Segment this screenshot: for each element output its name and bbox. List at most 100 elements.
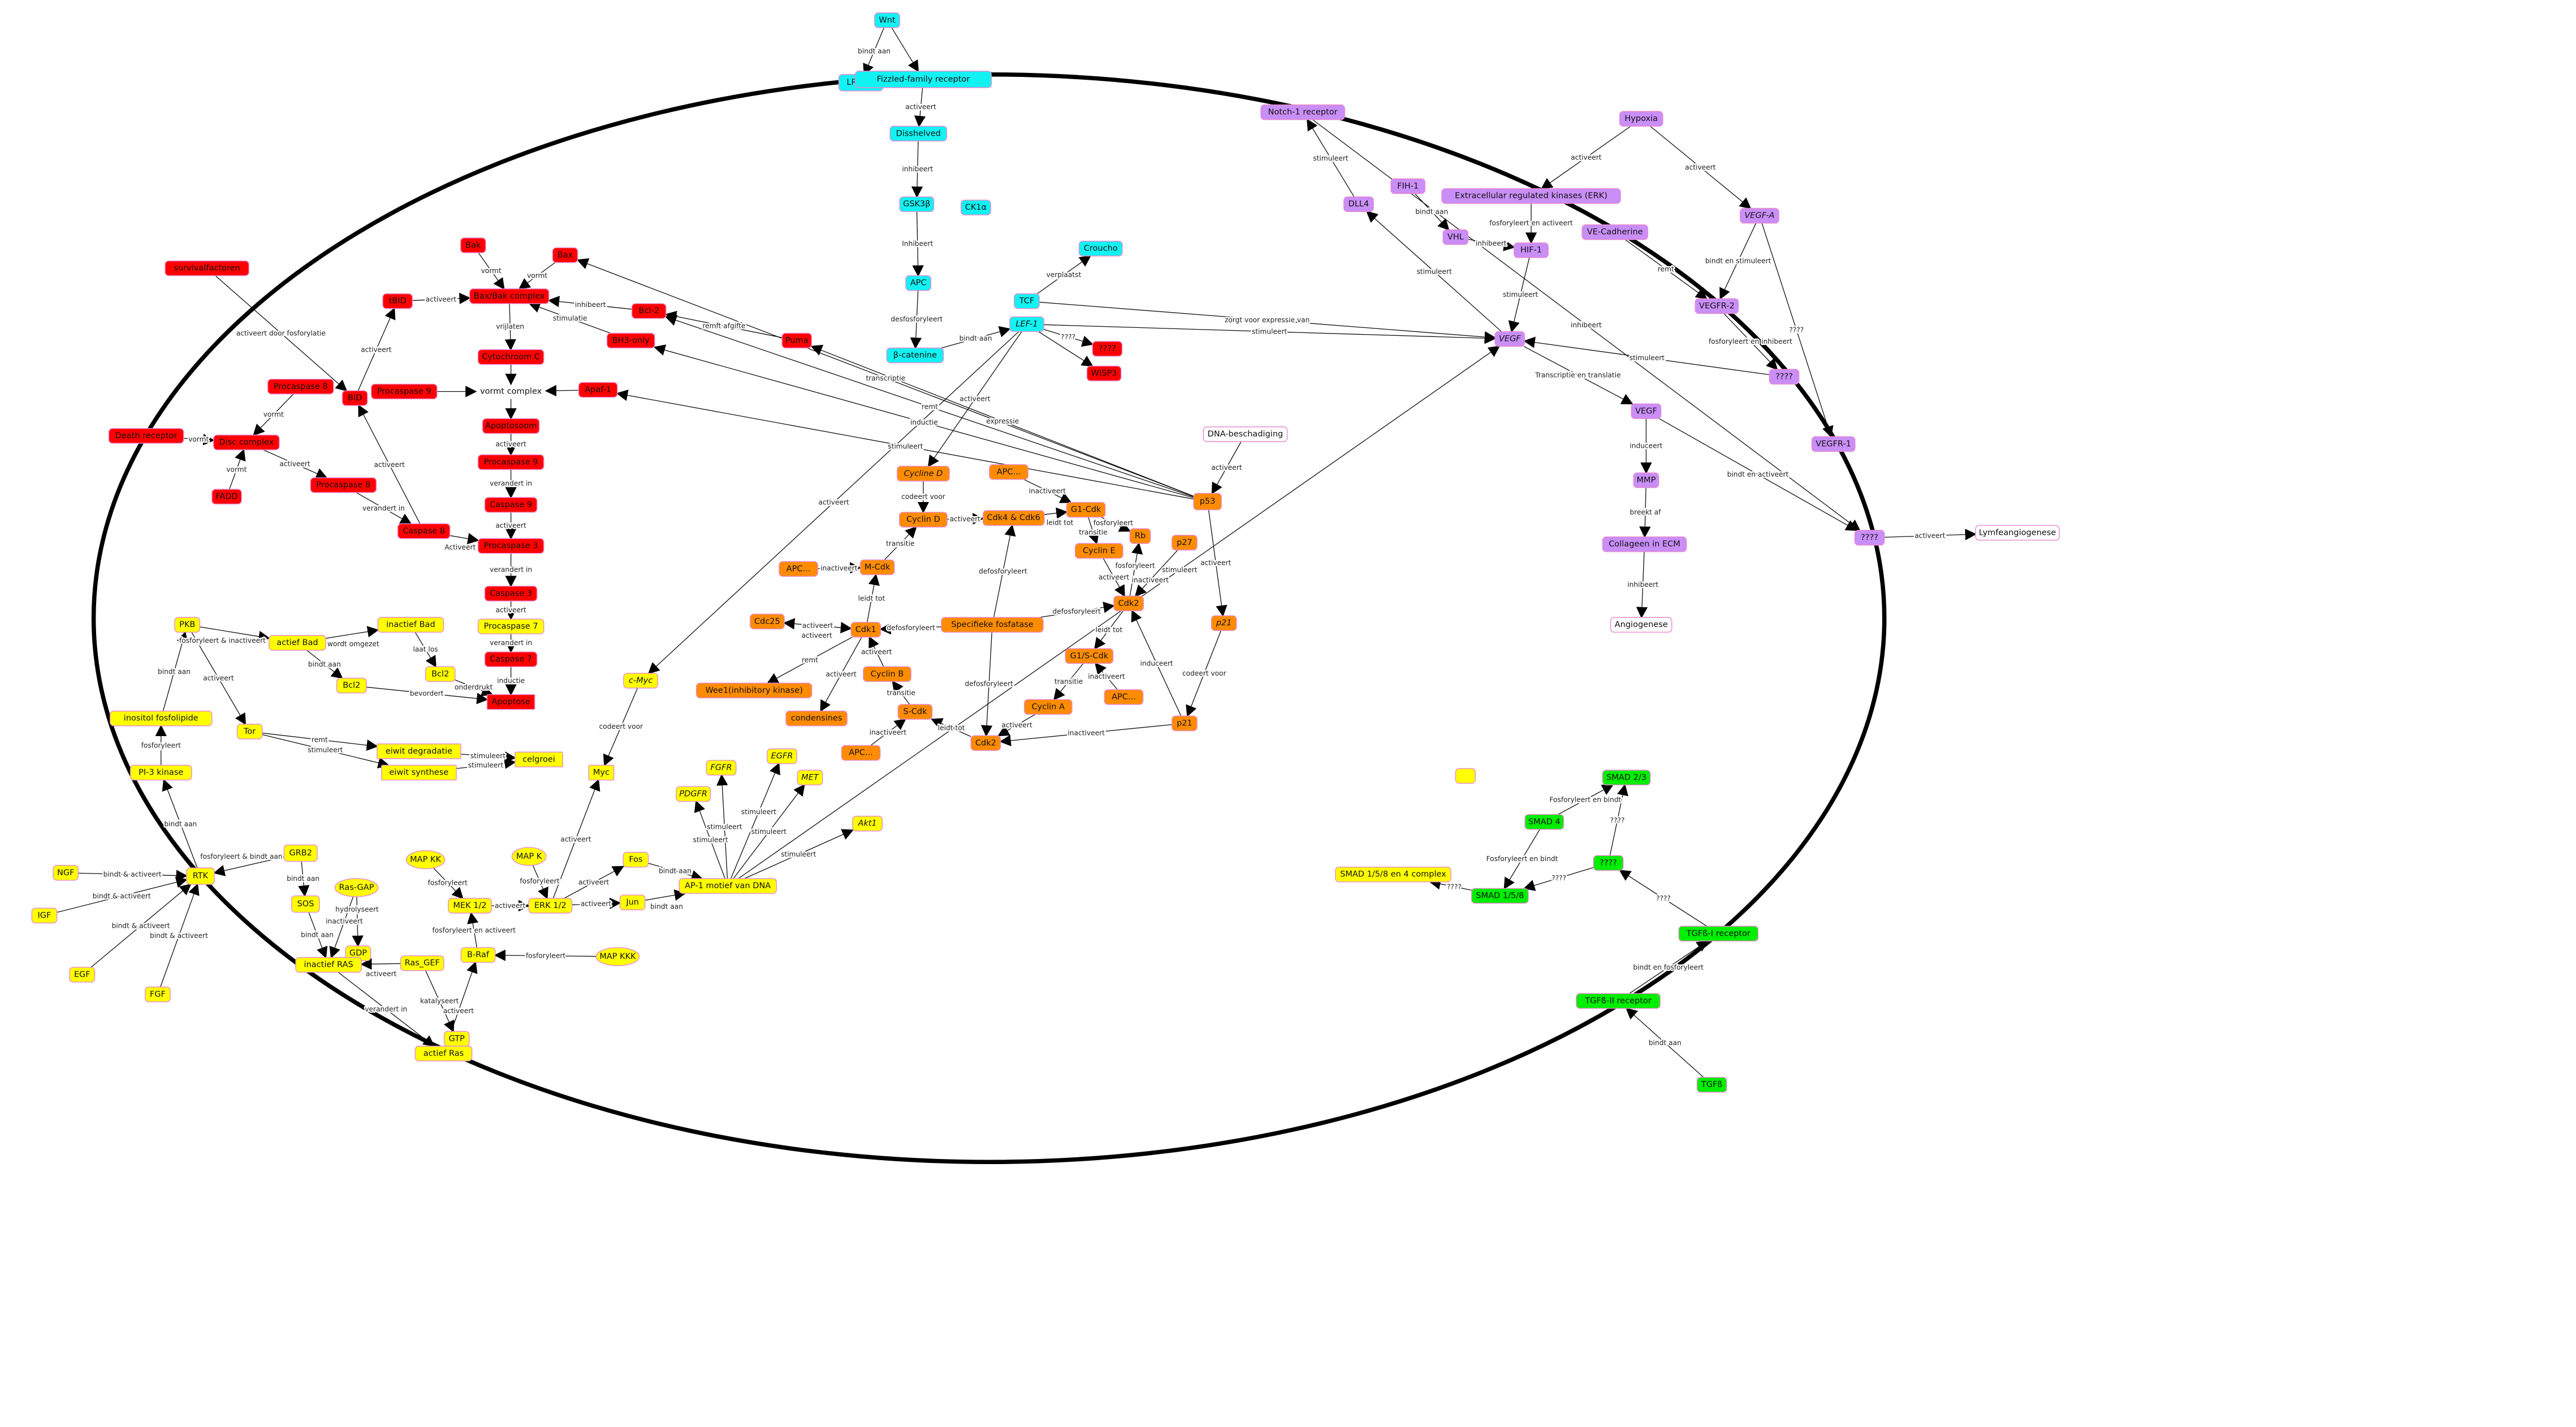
node-yempty[interactable] [1455, 768, 1476, 784]
node-angio[interactable]: Angiogenese [1610, 617, 1672, 633]
node-apopt[interactable]: Apoptosoom [482, 418, 540, 434]
node-mmp[interactable]: MMP [1633, 472, 1659, 488]
node-bcl2b[interactable]: Bcl2 [336, 677, 367, 694]
node-met[interactable]: MET [797, 769, 823, 786]
node-proc7[interactable]: Procaspase 7 [477, 619, 544, 634]
node-cdc25[interactable]: Cdc25 [750, 613, 785, 630]
node-p21[interactable]: p21 [1172, 715, 1198, 732]
node-smad4[interactable]: SMAD 4 [1524, 814, 1564, 830]
node-pi3[interactable]: PI-3 kinase [129, 764, 192, 781]
node-mapkkk[interactable]: MAP KKK [595, 947, 640, 966]
node-cdk2a[interactable]: Cdk2 [1113, 595, 1144, 612]
node-proc9b[interactable]: Procaspase 9 [477, 454, 544, 470]
node-fih[interactable]: FIH-1 [1390, 178, 1425, 194]
node-smad23[interactable]: SMAD 2/3 [1602, 769, 1651, 786]
node-wisp[interactable]: WISP3 [1086, 365, 1122, 382]
node-ap1[interactable]: AP-1 motief van DNA [678, 878, 777, 894]
node-cyclinD[interactable]: Cyclin D [899, 512, 948, 527]
node-mapkk[interactable]: MAP KK [405, 850, 446, 870]
node-apc2[interactable]: APC... [779, 561, 818, 577]
node-tgf2[interactable]: TGFß-II receptor [1576, 993, 1661, 1009]
node-cdk46[interactable]: Cdk4 & Cdk6 [982, 510, 1045, 526]
node-rasgef[interactable]: Ras_GEF [400, 955, 444, 971]
node-gsk[interactable]: GSK3β [899, 196, 935, 213]
node-casp8[interactable]: Caspase 8 [397, 523, 451, 539]
node-bcl2r[interactable]: Bcl-2 [631, 303, 667, 319]
node-cycA[interactable]: Cyclin A [1023, 699, 1073, 715]
node-apaf[interactable]: Apaf-1 [578, 382, 618, 398]
node-lymph[interactable]: Lymfeangiogenese [1975, 525, 2060, 541]
node-tcf[interactable]: TCF [1014, 293, 1040, 309]
node-dr[interactable]: Death receptor [108, 428, 184, 444]
node-fgf[interactable]: FGF [145, 987, 171, 1002]
node-erkp[interactable]: Extracellular regulated kinases (ERK) [1441, 188, 1621, 204]
node-fos[interactable]: Fos [623, 851, 649, 868]
node-qp1[interactable]: ???? [1769, 369, 1800, 385]
node-apc4[interactable]: APC... [841, 745, 881, 761]
node-dsh[interactable]: Disshelved [889, 126, 948, 142]
node-cycD[interactable]: Cycline D [897, 465, 950, 482]
node-tor[interactable]: Tor [236, 724, 263, 740]
node-casp9[interactable]: Caspase 9 [484, 497, 538, 513]
node-cond[interactable]: condensines [785, 710, 848, 727]
node-ino[interactable]: inositol fosfolipide [109, 710, 213, 727]
node-igf[interactable]: IGF [31, 907, 58, 924]
node-jun[interactable]: Jun [619, 894, 646, 910]
node-dll4[interactable]: DLL4 [1343, 196, 1374, 213]
node-cg[interactable]: celgroei [515, 751, 563, 768]
node-notch[interactable]: Notch-1 receptor [1260, 104, 1345, 120]
node-p21i[interactable]: p21 [1211, 615, 1237, 631]
node-hyp[interactable]: Hypoxia [1619, 111, 1663, 127]
node-fzd[interactable]: Fizzled-family receptor [854, 71, 992, 88]
node-fadd[interactable]: FADD [211, 488, 242, 505]
node-mcdk[interactable]: M-Cdk [859, 559, 895, 576]
node-mek[interactable]: MEK 1/2 [448, 898, 492, 914]
node-g1cdk[interactable]: G1-Cdk [1066, 501, 1106, 518]
node-ibad[interactable]: inactief Bad [377, 617, 444, 633]
node-puma[interactable]: Puma [781, 332, 812, 349]
node-rasgap[interactable]: Ras-GAP [334, 878, 379, 897]
node-vc[interactable]: vormt complex [480, 387, 542, 396]
node-ed[interactable]: eiwit degradatie [377, 743, 461, 759]
node-proc8b[interactable]: Procaspase 8 [310, 477, 377, 493]
node-rb[interactable]: Rb [1129, 528, 1151, 544]
node-vhl[interactable]: VHL [1442, 229, 1469, 245]
node-vegfr1[interactable]: VEGFR-1 [1811, 436, 1856, 452]
node-wnt[interactable]: Wnt [874, 12, 900, 28]
node-proc3[interactable]: Procaspase 3 [477, 538, 544, 554]
node-vegfa[interactable]: VEGF-A [1740, 207, 1779, 224]
node-inras[interactable]: inactief RAS [295, 957, 362, 973]
node-cycE[interactable]: Cyclin E [1074, 543, 1123, 559]
node-scdk[interactable]: S-Cdk [897, 704, 933, 720]
node-bh3[interactable]: BH3-only [606, 332, 655, 349]
node-bcat[interactable]: β-catenine [886, 347, 944, 364]
node-gtp[interactable]: GTP [443, 1031, 470, 1047]
node-mapk[interactable]: MAP K [511, 847, 547, 866]
node-tgf1[interactable]: TGFß-I receptor [1678, 926, 1759, 942]
node-qred[interactable]: ???? [1092, 341, 1123, 357]
node-vegfi[interactable]: VEGF [1494, 331, 1525, 347]
node-cdk2b[interactable]: Cdk2 [970, 735, 1001, 751]
node-vegfr2[interactable]: VEGFR-2 [1695, 298, 1739, 314]
node-apcw[interactable]: APC [905, 275, 932, 291]
node-pkb[interactable]: PKB [174, 617, 201, 633]
node-tbid[interactable]: tBID [382, 293, 413, 309]
node-vegf[interactable]: VEGF [1631, 403, 1662, 420]
node-apop[interactable]: Apoptose [486, 694, 535, 710]
node-cycB[interactable]: Cyclin B [863, 666, 911, 682]
node-dna[interactable]: DNA-beschadiging [1203, 426, 1288, 442]
node-apc1[interactable]: APC... [989, 464, 1028, 480]
node-smad158[interactable]: SMAD 1/5/8 [1471, 888, 1529, 904]
node-p27[interactable]: p27 [1172, 535, 1198, 551]
node-aras[interactable]: actief Ras [414, 1045, 473, 1062]
node-qp2[interactable]: ???? [1854, 530, 1885, 546]
node-abad[interactable]: actief Bad [269, 635, 326, 651]
node-es[interactable]: eiwit synthese [381, 764, 457, 781]
node-hif[interactable]: HIF-1 [1514, 242, 1549, 258]
node-grb2[interactable]: GRB2 [283, 844, 318, 862]
node-bak[interactable]: Bak [460, 237, 486, 253]
node-fosf[interactable]: Specifieke fosfatase [941, 617, 1044, 633]
node-rtk[interactable]: RTK [186, 867, 215, 885]
node-bax[interactable]: Bax [552, 247, 578, 263]
node-qg[interactable]: ???? [1593, 855, 1624, 871]
